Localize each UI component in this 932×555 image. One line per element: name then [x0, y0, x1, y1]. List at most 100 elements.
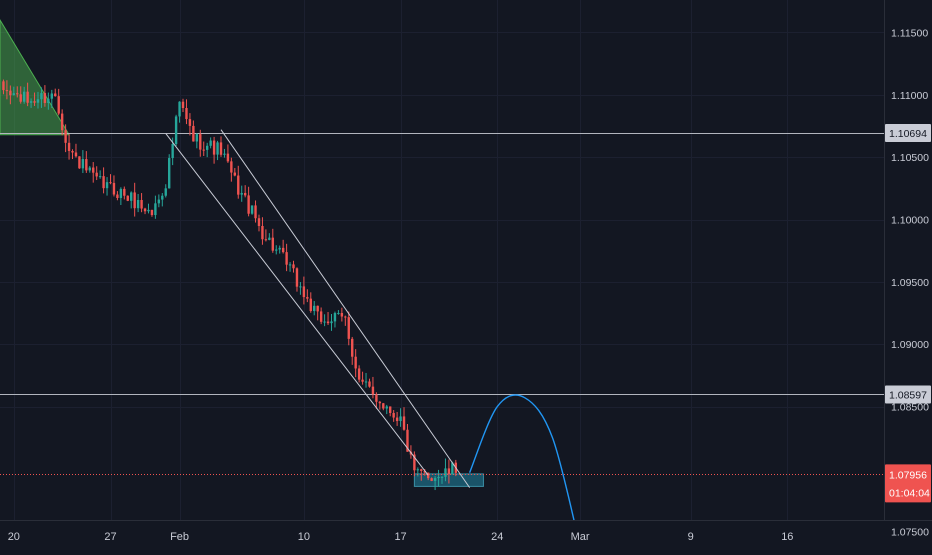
- candle-body[interactable]: [319, 311, 323, 322]
- candle-body[interactable]: [223, 153, 226, 155]
- candle-body[interactable]: [140, 199, 143, 209]
- candle-body[interactable]: [333, 313, 337, 322]
- candle-body[interactable]: [309, 298, 312, 312]
- candle-body[interactable]: [133, 192, 136, 209]
- candle-body[interactable]: [392, 412, 395, 418]
- candle-body[interactable]: [185, 108, 188, 120]
- candle-body[interactable]: [47, 98, 50, 103]
- candle-body[interactable]: [375, 394, 378, 402]
- candle-body[interactable]: [74, 152, 78, 157]
- candle-body[interactable]: [136, 199, 140, 209]
- candle-body[interactable]: [378, 401, 382, 404]
- candle-body[interactable]: [164, 188, 167, 196]
- candle-body[interactable]: [88, 167, 91, 171]
- candle-body[interactable]: [230, 161, 233, 173]
- candle-body[interactable]: [292, 264, 295, 269]
- candle-body[interactable]: [95, 172, 98, 177]
- candle-body[interactable]: [71, 150, 74, 153]
- candle-body[interactable]: [147, 209, 150, 212]
- candle-body[interactable]: [306, 297, 309, 299]
- candle-body[interactable]: [437, 476, 440, 479]
- candle-body[interactable]: [361, 379, 364, 382]
- candle-body[interactable]: [98, 176, 102, 178]
- candle-body[interactable]: [112, 182, 116, 195]
- candle-body[interactable]: [344, 316, 347, 318]
- candle-body[interactable]: [433, 478, 437, 481]
- candle-body[interactable]: [340, 313, 344, 317]
- candle-body[interactable]: [416, 469, 420, 471]
- candle-body[interactable]: [26, 91, 29, 103]
- candle-body[interactable]: [57, 96, 60, 114]
- candle-body[interactable]: [302, 286, 306, 298]
- candle-body[interactable]: [281, 247, 285, 253]
- candle-body[interactable]: [67, 142, 71, 151]
- candle-body[interactable]: [285, 252, 288, 265]
- candle-body[interactable]: [423, 470, 426, 473]
- candle-body[interactable]: [406, 429, 409, 452]
- candle-body[interactable]: [109, 182, 112, 184]
- candle-body[interactable]: [243, 192, 247, 196]
- candle-body[interactable]: [323, 321, 326, 323]
- candle-body[interactable]: [123, 188, 126, 196]
- candle-body[interactable]: [181, 101, 185, 109]
- candle-body[interactable]: [447, 468, 451, 474]
- candle-body[interactable]: [240, 192, 243, 195]
- candle-body[interactable]: [174, 116, 178, 145]
- candle-body[interactable]: [12, 93, 16, 96]
- candle-body[interactable]: [40, 93, 43, 100]
- candle-body[interactable]: [195, 134, 199, 142]
- candle-body[interactable]: [426, 472, 430, 479]
- candle-body[interactable]: [351, 338, 354, 357]
- candle-body[interactable]: [126, 195, 129, 201]
- candle-body[interactable]: [60, 113, 64, 131]
- candle-body[interactable]: [154, 203, 157, 216]
- candle-body[interactable]: [316, 305, 319, 312]
- candle-body[interactable]: [440, 476, 444, 478]
- candle-body[interactable]: [192, 125, 195, 142]
- candle-body[interactable]: [150, 209, 154, 216]
- candle-body[interactable]: [451, 462, 454, 474]
- candle-body[interactable]: [271, 237, 274, 251]
- candle-body[interactable]: [330, 321, 333, 324]
- candle-body[interactable]: [202, 149, 205, 151]
- candle-body[interactable]: [205, 145, 209, 150]
- candle-body[interactable]: [233, 172, 237, 176]
- candle-body[interactable]: [261, 225, 264, 240]
- candle-body[interactable]: [247, 195, 250, 214]
- candle-body[interactable]: [157, 199, 161, 204]
- candle-body[interactable]: [337, 313, 340, 315]
- candles-series[interactable]: [2, 79, 458, 491]
- candle-body[interactable]: [357, 368, 361, 380]
- candle-body[interactable]: [188, 119, 192, 126]
- candle-body[interactable]: [171, 144, 174, 159]
- candle-body[interactable]: [402, 416, 406, 430]
- candle-body[interactable]: [199, 134, 202, 150]
- candle-body[interactable]: [395, 417, 399, 422]
- candle-body[interactable]: [119, 188, 123, 198]
- candle-body[interactable]: [64, 130, 67, 143]
- candle-body[interactable]: [326, 321, 330, 324]
- candle-body[interactable]: [43, 93, 47, 103]
- candle-body[interactable]: [444, 468, 447, 477]
- time-axis[interactable]: 20 27 Feb 10 17 24 Mar 9 16: [8, 531, 794, 543]
- candle-body[interactable]: [143, 208, 147, 212]
- candle-body[interactable]: [347, 317, 350, 339]
- candle-body[interactable]: [2, 81, 5, 91]
- candle-body[interactable]: [168, 158, 171, 189]
- candle-body[interactable]: [413, 454, 416, 471]
- candle-body[interactable]: [178, 101, 181, 117]
- candle-body[interactable]: [430, 478, 433, 481]
- candle-body[interactable]: [50, 93, 53, 99]
- candle-body[interactable]: [237, 175, 240, 195]
- candle-body[interactable]: [29, 101, 33, 103]
- candle-body[interactable]: [299, 286, 302, 288]
- candle-body[interactable]: [116, 194, 119, 198]
- candle-body[interactable]: [130, 192, 133, 201]
- candle-body[interactable]: [22, 91, 26, 102]
- candle-body[interactable]: [9, 90, 12, 96]
- candle-body[interactable]: [19, 94, 22, 102]
- candle-body[interactable]: [226, 153, 230, 162]
- candle-body[interactable]: [385, 406, 388, 409]
